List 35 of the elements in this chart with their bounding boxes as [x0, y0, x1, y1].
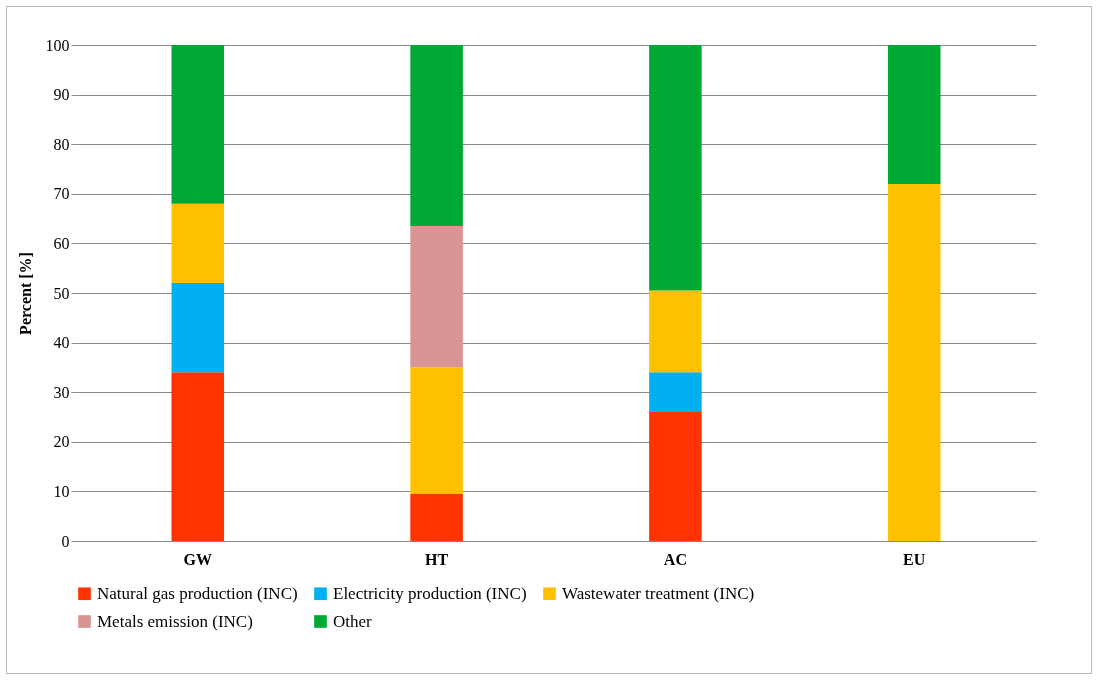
y-tick-label: 70 [53, 185, 70, 203]
y-tick-label: 60 [53, 234, 70, 252]
y-tick-label: 90 [53, 86, 70, 104]
legend-label: Natural gas production (INC) [97, 583, 298, 603]
y-tick-label: 0 [61, 532, 70, 550]
bar [171, 283, 225, 373]
y-tick-label: 30 [53, 383, 70, 401]
bar [649, 412, 702, 541]
x-tick-label: GW [183, 550, 213, 568]
bar [171, 45, 225, 204]
bar [887, 45, 941, 184]
bar [410, 226, 463, 368]
bar [649, 290, 702, 373]
bar [649, 372, 702, 413]
y-tick-label: 10 [53, 482, 70, 500]
x-tick-label: EU [903, 550, 926, 568]
bar [410, 493, 463, 541]
x-tick-label: HT [425, 550, 449, 568]
y-tick-label: 80 [53, 135, 70, 153]
bar [410, 367, 463, 494]
y-tick-label: 100 [45, 36, 70, 54]
legend-label: Electricity production (INC) [333, 583, 527, 603]
y-tick-label: 20 [53, 433, 70, 451]
legend-label: Wastewater treatment (INC) [562, 583, 755, 603]
y-tick-label: 50 [53, 284, 70, 302]
bar [887, 183, 941, 541]
bar [171, 203, 225, 284]
x-tick-label: AC [663, 550, 687, 568]
y-axis-title: Percent [%] [16, 252, 34, 335]
legend-label: Metals emission (INC) [97, 611, 253, 631]
legend-label: Other [333, 611, 373, 631]
y-tick-label: 40 [53, 334, 70, 352]
bar [410, 45, 463, 227]
bar [171, 372, 225, 541]
bar [649, 45, 702, 291]
